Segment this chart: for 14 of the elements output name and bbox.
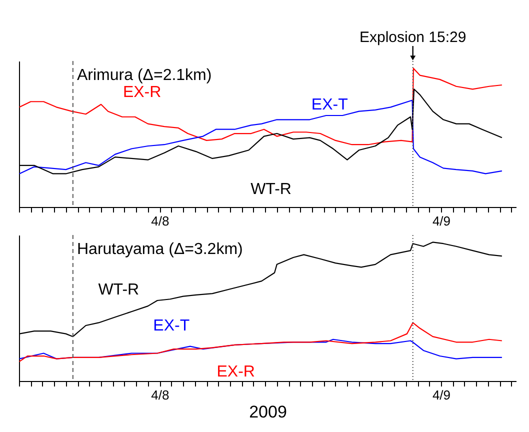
chart-title: Arimura (Δ=2.1km) (77, 67, 212, 84)
x-tick-label: 4/8 (151, 388, 170, 402)
series-label: EX-R (122, 84, 162, 101)
x-tick-label: 4/8 (151, 214, 170, 228)
series-label: EX-R (216, 363, 255, 380)
x-tick-label: 4/9 (432, 388, 451, 402)
series-label: EX-T (153, 317, 190, 334)
series-label: WT-R (250, 180, 292, 198)
series-label: WT-R (98, 281, 140, 298)
text: Explosion 15:29 (359, 29, 466, 46)
series-label: EX-T (311, 96, 348, 114)
chart-title: Harutayama (Δ=3.2km) (77, 241, 243, 258)
x-tick-label: 4/9 (432, 214, 451, 228)
x-axis-title: 2009 (249, 402, 287, 422)
